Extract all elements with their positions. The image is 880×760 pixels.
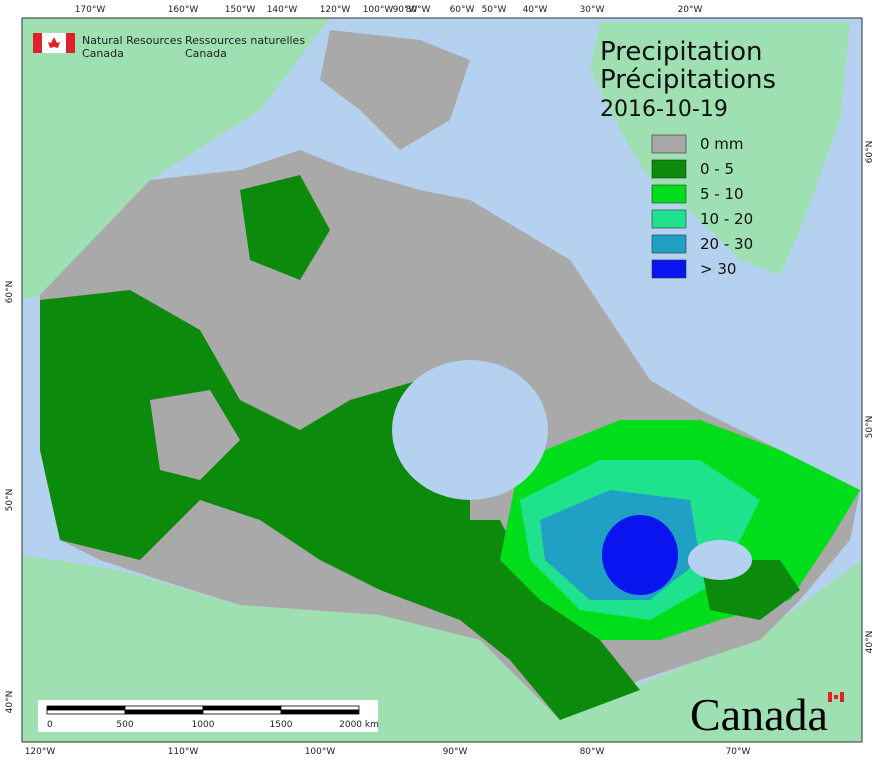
scale-bar: 0 500 1000 1500 2000 km	[38, 700, 379, 732]
agency-fr: Ressources naturelles	[185, 34, 305, 47]
legend-swatch	[651, 159, 687, 179]
longitude-label: 40°W	[523, 5, 548, 15]
longitude-label: 120°W	[320, 5, 351, 15]
header: Natural Resources Canada Ressources natu…	[33, 33, 305, 60]
longitude-label: 30°W	[580, 5, 605, 15]
flag-bar	[33, 33, 42, 53]
longitude-label: 150°W	[225, 5, 256, 15]
scale-segment	[46, 705, 126, 711]
united-states	[22, 555, 862, 742]
longitude-label: 80°W	[580, 747, 605, 757]
legend-swatch	[651, 259, 687, 279]
latitude-label: 60°N	[5, 281, 15, 304]
precip-area	[602, 515, 678, 595]
maple-leaf	[834, 695, 838, 699]
agency-en: Natural Resources	[82, 34, 183, 47]
longitude-label: 100°W	[363, 5, 394, 15]
alaska	[22, 18, 330, 300]
wordmark: Canada	[690, 689, 844, 740]
longitude-label: 50°W	[482, 5, 507, 15]
longitude-label: 90°W	[443, 747, 468, 757]
latitude-label: 40°N	[5, 691, 15, 714]
latitude-label: 50°N	[865, 416, 875, 439]
legend-swatch	[651, 184, 687, 204]
legend: 0 mm 0 - 5 5 - 10 10 - 20 20 - 30 > 30	[651, 134, 753, 279]
longitude-label: 110°W	[168, 747, 199, 757]
scale-bg	[38, 700, 378, 732]
latitude-label: 60°N	[865, 141, 875, 164]
hudson-bay	[392, 360, 548, 500]
arctic-islands	[320, 30, 470, 150]
gulf-st-lawrence	[688, 540, 752, 580]
scale-segment	[280, 705, 360, 711]
scale-segment	[46, 709, 126, 715]
agency-fr: Canada	[185, 47, 227, 60]
greenland	[590, 22, 850, 275]
scale-segment	[124, 705, 204, 711]
flag-bar	[66, 33, 75, 53]
longitude-label: 20°W	[678, 5, 703, 15]
legend-label: 20 - 30	[700, 235, 753, 253]
legend-label: 0 - 5	[700, 160, 734, 178]
scale-label: 500	[116, 720, 133, 730]
flag-bar	[840, 692, 844, 702]
latitude-label: 40°N	[865, 631, 875, 654]
graticule-labels: 170°W 160°W 150°W 140°W 120°W 100°W 90°W80°W 60…	[5, 5, 875, 757]
legend-label: > 30	[700, 260, 736, 278]
maple-leaf	[48, 37, 60, 48]
longitude-label: 120°W	[25, 747, 56, 757]
title-block: Precipitation Précipitations 2016-10-19	[600, 37, 776, 122]
scale-segment	[124, 709, 204, 715]
scale-label: 1000	[192, 720, 215, 730]
legend-swatch	[651, 134, 687, 154]
scale-label: 1500	[270, 720, 293, 730]
latitude-label: 50°N	[5, 489, 15, 512]
longitude-label: 170°W	[75, 5, 106, 15]
scale-segment	[202, 709, 282, 715]
map	[21, 17, 863, 743]
legend-label: 0 mm	[700, 135, 744, 153]
dry-area	[150, 390, 240, 480]
longitude-label: 160°W	[168, 5, 199, 15]
longitude-label: 70°W	[726, 747, 751, 757]
longitude-label: 100°W	[305, 747, 336, 757]
canada-wordmark: Canada	[690, 689, 828, 740]
longitude-label: 80°W	[406, 5, 431, 15]
precip-area	[240, 175, 330, 280]
scale-segment	[202, 705, 282, 711]
scale-segment	[280, 709, 360, 715]
longitude-label: 90°W	[393, 5, 418, 15]
scale-label: 0	[47, 720, 53, 730]
legend-label: 5 - 10	[700, 185, 744, 203]
title-en: Precipitation	[600, 37, 763, 67]
flag-bar	[828, 692, 832, 702]
legend-label: 10 - 20	[700, 210, 753, 228]
longitude-label: 60°W	[450, 5, 475, 15]
title-fr: Précipitations	[600, 65, 776, 95]
longitude-label: 140°W	[267, 5, 298, 15]
agency-en: Canada	[82, 47, 124, 60]
scale-label: 2000 km	[339, 720, 379, 730]
legend-swatch	[651, 209, 687, 229]
date: 2016-10-19	[600, 97, 728, 122]
legend-swatch	[651, 234, 687, 254]
map-frame	[21, 17, 863, 743]
